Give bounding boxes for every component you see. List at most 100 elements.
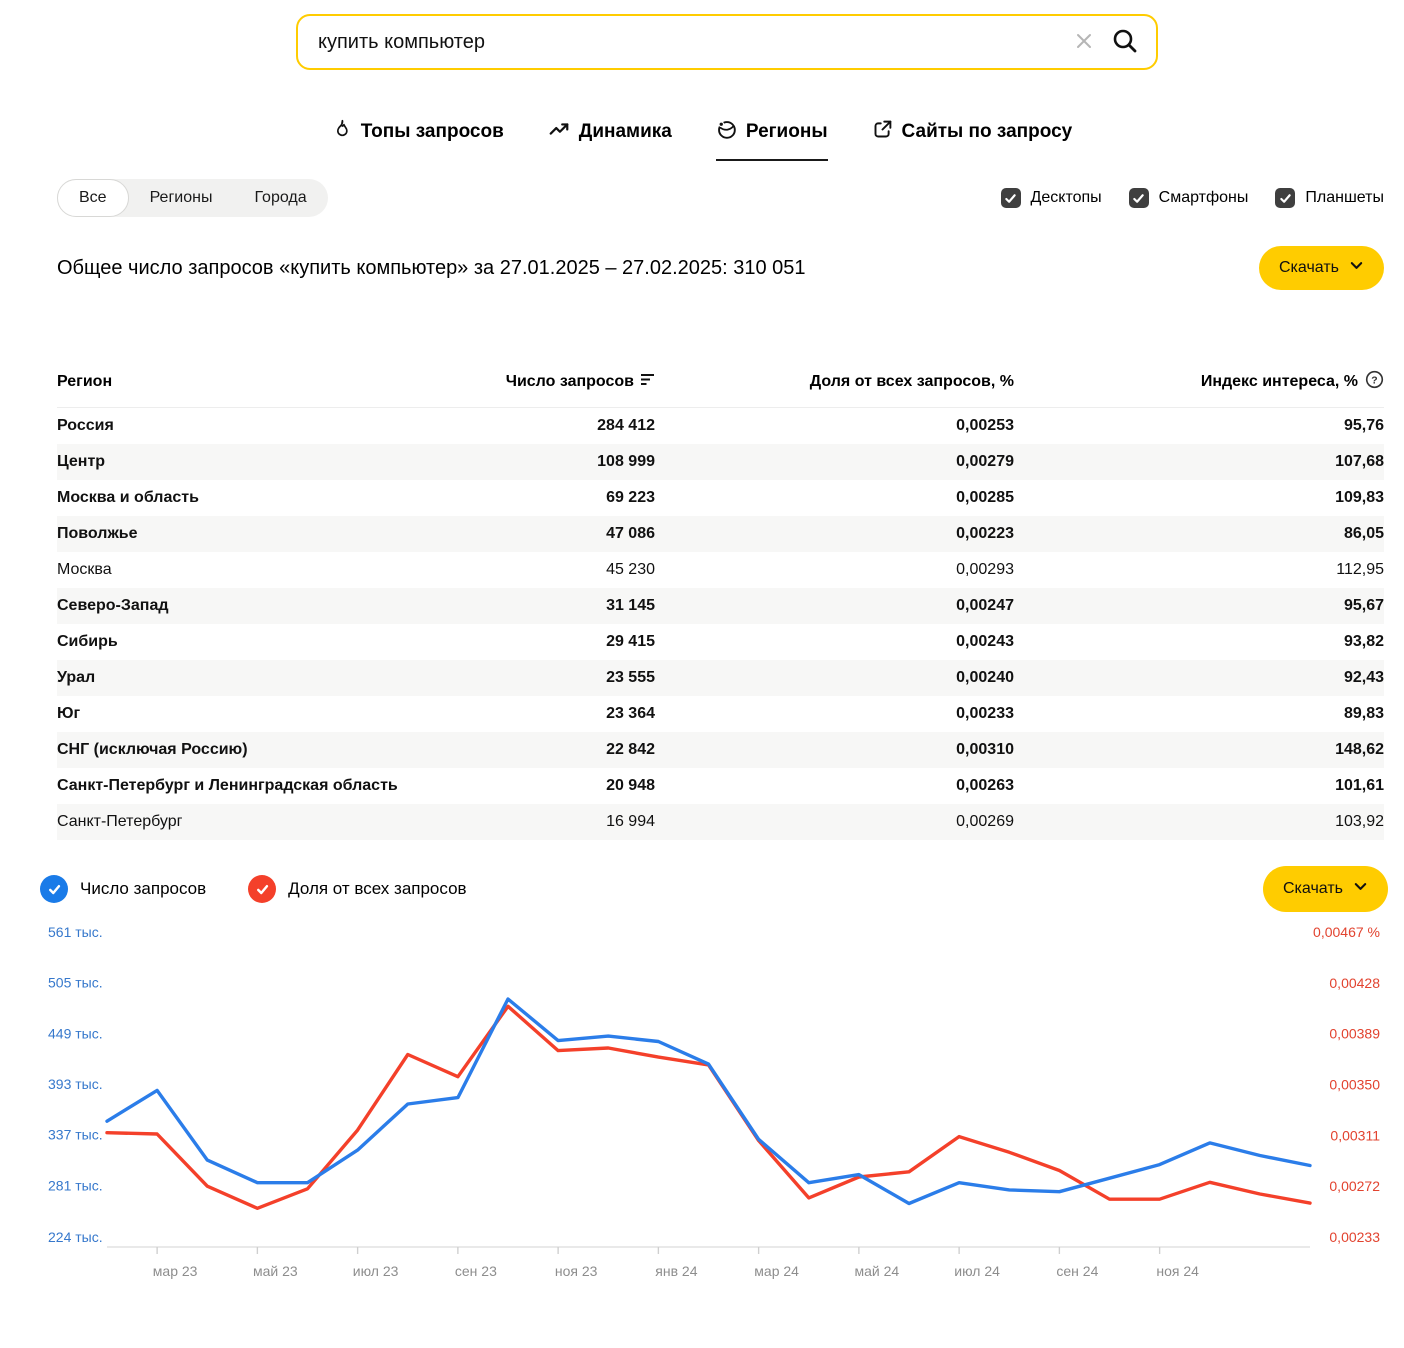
table-row: Сибирь 29 415 0,00243 93,82 [57,624,1384,660]
total-queries-title: Общее число запросов «купить компьютер» … [57,256,806,279]
x-axis-tick-label: сен 23 [455,1263,497,1279]
table-row: Санкт-Петербург 16 994 0,00269 103,92 [57,804,1384,840]
table-row: Россия 284 412 0,00253 95,76 [57,408,1384,445]
x-axis-tick-label: ноя 23 [555,1263,598,1279]
index-cell: 89,83 [1343,705,1384,722]
download-chart-button[interactable]: Скачать [1263,866,1388,912]
trend-chart: 561 тыс. 505 тыс. 449 тыс. 393 тыс. 337 тыс.… [48,924,1380,1279]
tabs-bar: Топы запросов Динамика Регионы Сайты по … [0,118,1404,161]
share-cell: 0,00247 [956,597,1014,614]
x-axis-tick-label: июл 24 [954,1263,1000,1279]
index-cell: 148,62 [1335,741,1384,758]
queries-cell: 108 999 [597,453,655,470]
region-cell: СНГ (исключая Россию) [57,741,248,758]
check-circle-icon [248,875,277,903]
x-axis-tick-label: июл 23 [353,1263,399,1279]
segment-regions[interactable]: Регионы [149,189,213,206]
column-region: Регион [57,360,477,408]
x-axis-tick-label: май 24 [855,1263,900,1279]
search-input[interactable] [316,29,1075,55]
index-cell: 93,82 [1343,633,1384,650]
share-cell: 0,00243 [956,633,1014,650]
queries-cell: 29 415 [606,633,655,650]
checkbox-label: Смартфоны [1158,189,1249,206]
clear-search-button[interactable] [1075,32,1093,53]
checkbox-label: Планшеты [1305,189,1384,206]
region-cell: Поволжье [57,525,138,542]
queries-cell: 69 223 [606,489,655,506]
queries-cell: 23 555 [606,669,655,686]
region-cell: Россия [57,417,114,434]
table-row: Поволжье 47 086 0,00223 86,05 [57,516,1384,552]
tab-label: Сайты по запросу [901,121,1073,142]
svg-text:?: ? [1371,375,1377,386]
x-axis-tick-label: ноя 24 [1156,1263,1199,1279]
share-cell: 0,00263 [956,777,1014,794]
legend-item-queries[interactable]: Число запросов [40,875,206,903]
queries-cell: 45 230 [606,561,655,578]
region-cell: Санкт-Петербург и Ленинградская область [57,777,398,794]
download-label: Скачать [1279,259,1339,276]
column-share: Доля от всех запросов, % [655,360,1014,408]
region-cell: Юг [57,705,81,722]
table-header-row: Регион Число запросов Доля от всех запро… [57,360,1384,408]
scope-segmented-control: Все Регионы Города [57,179,328,217]
search-icon [1111,27,1138,57]
checkbox-smartphones[interactable]: Смартфоны [1128,188,1249,208]
share-cell: 0,00285 [956,489,1014,506]
right-axis-tick-label: 0,00389 [1329,1026,1380,1042]
chart-line-share [105,1004,1312,1211]
external-link-icon [872,119,893,146]
legend-item-share[interactable]: Доля от всех запросов [248,875,467,903]
tab-dynamics[interactable]: Динамика [548,118,672,161]
share-cell: 0,00279 [956,453,1014,470]
segment-all[interactable]: Все [57,179,129,217]
tab-label: Топы запросов [360,121,504,142]
segment-cities[interactable]: Города [254,189,307,206]
tab-label: Динамика [578,121,672,142]
table-row: СНГ (исключая Россию) 22 842 0,00310 148,62 [57,732,1384,768]
search-submit-button[interactable] [1111,27,1138,57]
region-cell: Москва и область [57,489,199,506]
share-cell: 0,00293 [956,561,1014,578]
tab-top-queries[interactable]: Топы запросов [332,118,504,161]
column-queries[interactable]: Число запросов [477,360,655,408]
checkbox-tablets[interactable]: Планшеты [1275,188,1384,208]
x-axis-tick-label: мар 24 [754,1263,799,1279]
trend-icon [548,118,570,146]
chart-line-queries [105,997,1312,1206]
x-axis-tick-label: сен 24 [1056,1263,1098,1279]
queries-cell: 31 145 [606,597,655,614]
regions-table: Регион Число запросов Доля от всех запро… [57,360,1384,840]
table-row: Северо-Запад 31 145 0,00247 95,67 [57,588,1384,624]
column-interest-index: Индекс интереса, %? [1014,360,1384,408]
right-axis-tick-label: 0,00428 [1329,975,1380,991]
tab-label: Регионы [745,121,828,142]
tab-sites-by-query[interactable]: Сайты по запросу [872,118,1073,161]
check-circle-icon [40,875,68,903]
device-filters: Десктопы Смартфоны Планшеты [1000,188,1384,208]
help-icon[interactable]: ? [1365,370,1384,394]
queries-cell: 23 364 [606,705,655,722]
index-cell: 86,05 [1343,525,1384,542]
legend-label: Число запросов [80,879,207,898]
tab-regions[interactable]: Регионы [715,118,828,161]
checkbox-label: Десктопы [1030,189,1102,206]
table-row: Москва 45 230 0,00293 112,95 [57,552,1384,588]
table-row: Центр 108 999 0,00279 107,68 [57,444,1384,480]
region-cell: Центр [57,453,106,470]
region-cell: Северо-Запад [57,597,169,614]
search-bar [296,14,1158,70]
right-axis-tick-label: 0,00350 [1329,1077,1380,1093]
share-cell: 0,00223 [956,525,1014,542]
checkbox-icon [1275,188,1296,208]
checkbox-icon [1000,188,1021,208]
queries-cell: 22 842 [606,741,655,758]
chart-legend-row: Число запросов Доля от всех запросов Ска… [40,866,1388,912]
share-cell: 0,00310 [956,741,1014,758]
download-button[interactable]: Скачать [1259,246,1384,290]
queries-cell: 20 948 [606,777,655,794]
region-cell: Сибирь [57,633,118,650]
checkbox-desktops[interactable]: Десктопы [1000,188,1102,208]
